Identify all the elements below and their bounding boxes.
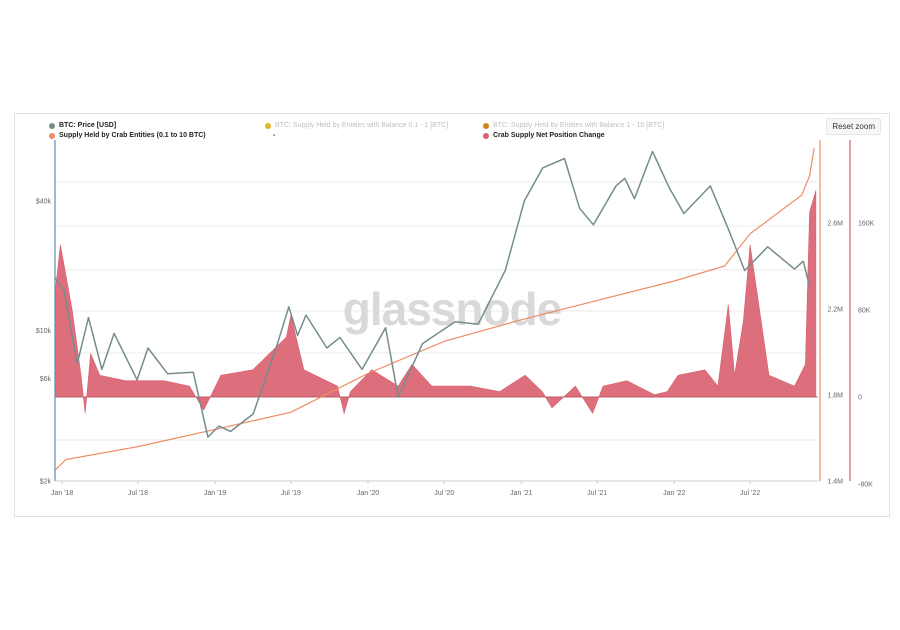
supply-tick-label: 2.2M: [827, 307, 843, 314]
net-tick-label: 0: [858, 395, 862, 402]
price-tick-label: $40k: [36, 199, 52, 206]
series-lines-group: [54, 147, 815, 471]
legend-label: -: [273, 132, 276, 139]
legend-item-dash[interactable]: -: [273, 132, 275, 139]
reset-zoom-button[interactable]: Reset zoom: [826, 118, 881, 135]
legend-item-supply-01-1[interactable]: BTC: Supply Held by Entities with Balanc…: [265, 122, 448, 129]
legend-label: BTC: Price [USD]: [59, 122, 117, 129]
price-tick-label: $2k: [40, 479, 52, 486]
legend-item-supply-1-10[interactable]: BTC: Supply Held by Entities with Balanc…: [483, 122, 664, 129]
legend-label: BTC: Supply Held by Entities with Balanc…: [493, 122, 665, 129]
legend-dot-icon: [265, 122, 271, 129]
legend-dot-icon: [483, 132, 489, 139]
legend-item-price[interactable]: BTC: Price [USD]: [49, 122, 116, 129]
x-tick-label: Jan '18: [51, 490, 73, 497]
legend-item-crab-supply[interactable]: Supply Held by Crab Entities (0.1 to 10 …: [49, 132, 206, 139]
net-tick-label: -80K: [858, 482, 873, 489]
legend-label: Crab Supply Net Position Change: [493, 132, 605, 139]
price-tick-label: $6k: [40, 376, 52, 383]
legend-dot-icon: [49, 122, 55, 129]
crab-supply-line: [54, 147, 815, 471]
watermark-text: glassnode: [343, 283, 562, 335]
supply-tick-label: 2.6M: [827, 221, 843, 228]
x-tick-label: Jul '19: [281, 490, 301, 497]
x-tick-label: Jul '22: [740, 490, 760, 497]
net-tick-label: 80K: [858, 308, 871, 315]
legend-label: Supply Held by Crab Entities (0.1 to 10 …: [59, 132, 206, 139]
price-tick-label: $10k: [36, 328, 52, 335]
legend-dot-icon: [49, 132, 55, 139]
x-tick-label: Jan '22: [663, 490, 685, 497]
legend-label: BTC: Supply Held by Entities with Balanc…: [275, 122, 449, 129]
x-tick-label: Jul '21: [587, 490, 607, 497]
btc-price-line: [54, 150, 811, 438]
x-tick-label: Jan '21: [510, 490, 532, 497]
net-change-area: [54, 190, 817, 415]
net-change-area-group: [54, 190, 818, 415]
legend-item-net-change[interactable]: Crab Supply Net Position Change: [483, 132, 605, 139]
legend-dot-icon: [483, 122, 489, 129]
supply-tick-label: 1.4M: [827, 479, 843, 486]
x-tick-label: Jul '18: [128, 490, 148, 497]
supply-tick-label: 1.8M: [827, 393, 843, 400]
x-tick-label: Jan '20: [357, 490, 379, 497]
x-tick-label: Jul '20: [434, 490, 454, 497]
axes-group: $2k $6k $10k $40k 1.4M 1.8M 2.2M 2.6M -80K 0 80K 16…: [36, 140, 875, 497]
x-tick-label: Jan '19: [204, 490, 226, 497]
net-tick-label: 160K: [858, 221, 875, 228]
